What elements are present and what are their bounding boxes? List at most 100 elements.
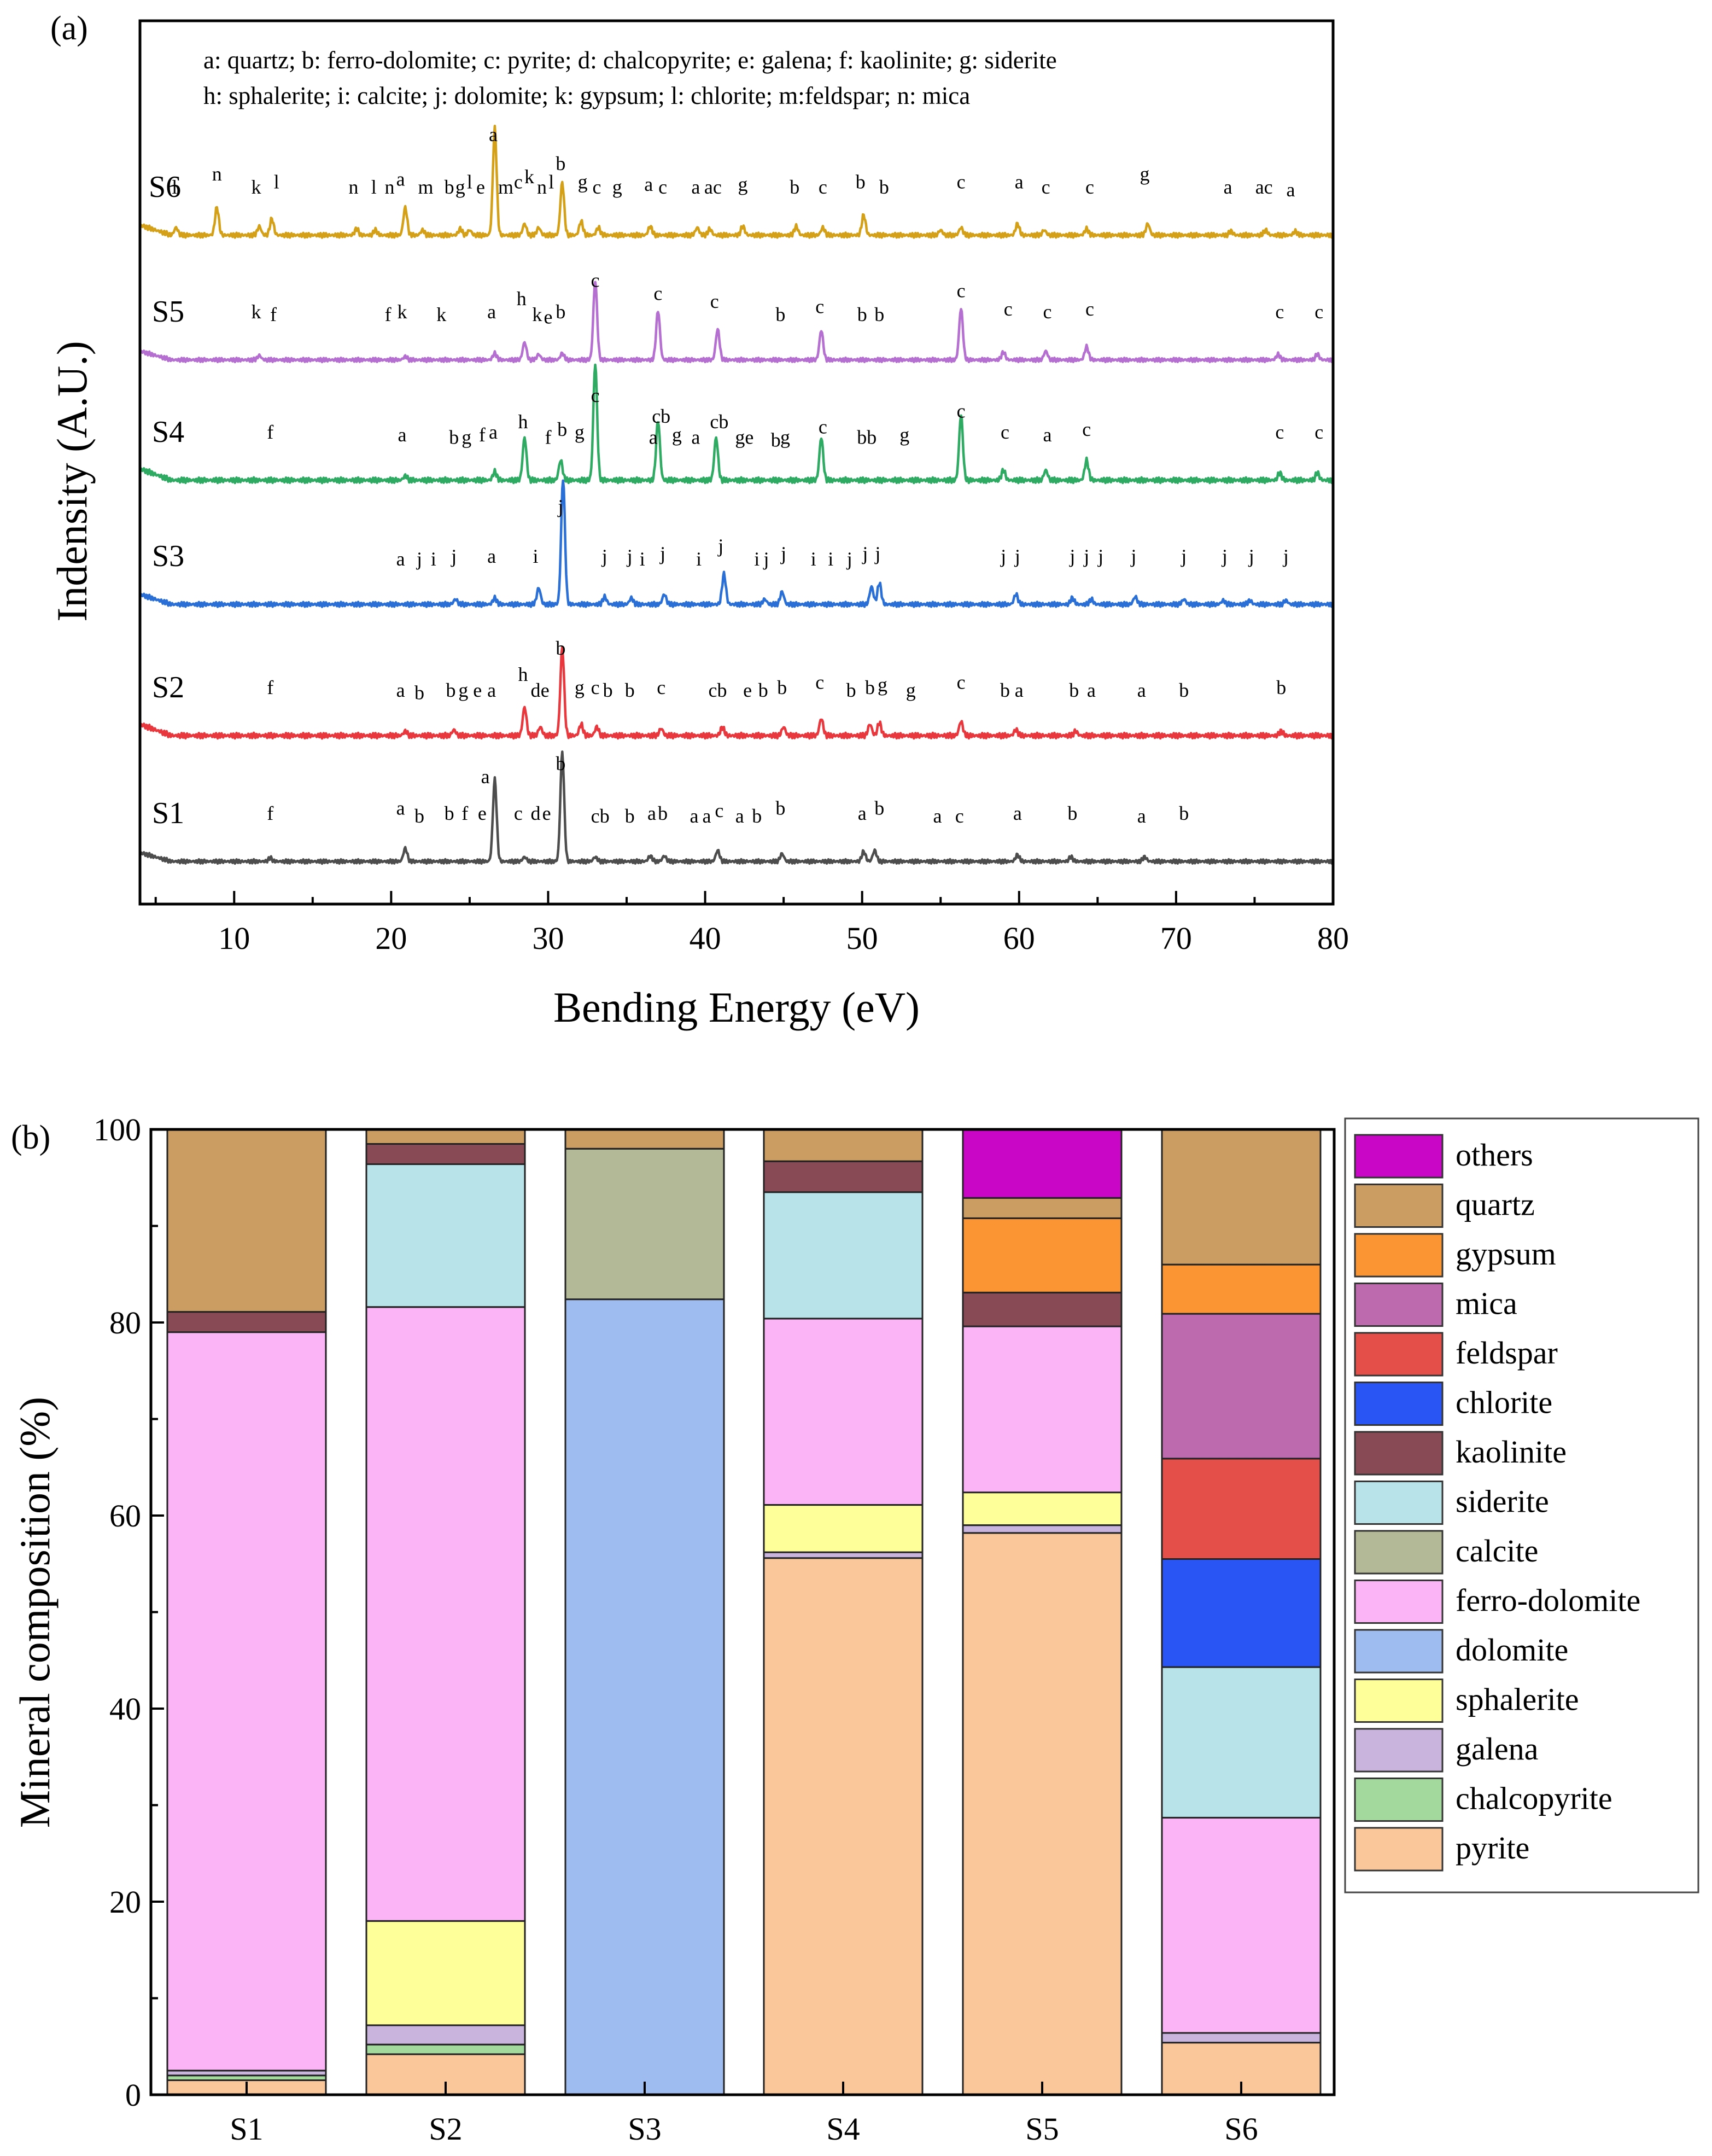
peak-label: a: [1087, 679, 1096, 701]
peak-label: f: [479, 424, 486, 446]
peak-label: j: [1221, 545, 1228, 567]
x-tick-label: S2: [429, 2111, 462, 2147]
x-tick-label: S4: [826, 2111, 860, 2147]
bar-segment-s4-ferro-dolomite: [763, 1318, 924, 1506]
peak-label: a: [858, 802, 867, 824]
peak-label: c: [1085, 176, 1094, 198]
peak-label: a: [1224, 176, 1232, 198]
bar-segment-s2-sphalerite: [365, 1920, 526, 2026]
peak-label: g: [575, 421, 585, 443]
peak-label: a: [1043, 424, 1052, 446]
bar-segment-s2-chalcopyrite: [365, 2043, 526, 2055]
peak-label: b: [775, 797, 785, 819]
peak-label: e: [473, 679, 482, 701]
peak-label: b: [556, 153, 565, 174]
peak-label: c: [1004, 298, 1013, 320]
y-tick-label: 60: [109, 1498, 141, 1534]
peak-label: b: [771, 429, 781, 451]
legend-label-sphalerite: sphalerite: [1456, 1682, 1579, 1717]
series-label-s3: S3: [152, 539, 184, 573]
peak-label: c: [514, 802, 523, 824]
peak-label: a: [691, 176, 700, 198]
peak-label: j: [861, 543, 868, 564]
peak-label: d: [531, 802, 541, 824]
bar-segment-s5-pyrite: [962, 1532, 1123, 2096]
peak-label: g: [1140, 163, 1150, 185]
series-label-s6: S6: [149, 170, 181, 204]
peak-label: c: [957, 671, 966, 693]
peak-label: c: [658, 176, 667, 198]
legend-swatch-dolomite: [1354, 1629, 1444, 1674]
peak-label: n: [385, 176, 395, 198]
peak-label: b: [1276, 677, 1286, 698]
xrd-x-axis-title: Bending Energy (eV): [553, 983, 920, 1031]
peak-label: h: [518, 663, 528, 685]
peak-label: c: [1085, 298, 1094, 320]
peak-label: a: [1015, 171, 1024, 193]
x-tick-label: 70: [1160, 920, 1192, 956]
bar-segment-s3-dolomite: [564, 1298, 725, 2096]
legend-swatch-siderite: [1354, 1481, 1444, 1525]
peak-label: a: [647, 802, 656, 824]
peak-label: b: [790, 176, 799, 198]
legend-label-siderite: siderite: [1456, 1484, 1549, 1519]
peak-label: f: [267, 421, 273, 443]
xrd-y-axis-title: Indensity (A.U.): [48, 341, 96, 621]
peak-label: b: [856, 171, 866, 193]
peak-label: h: [518, 411, 528, 433]
peak-label: f: [461, 802, 468, 824]
peak-label: c: [591, 269, 600, 291]
peak-label: a: [1137, 679, 1146, 701]
y-tick-label: 20: [109, 1884, 141, 1920]
bar-segment-s6-chlorite: [1161, 1558, 1322, 1668]
bar-segment-s5-sphalerite: [962, 1491, 1123, 1526]
peak-label: k: [532, 304, 542, 325]
peak-label: c: [715, 800, 723, 821]
peak-label: g: [899, 424, 909, 446]
bar-segment-s6-galena: [1161, 2032, 1322, 2044]
peak-label: b: [775, 304, 785, 325]
peak-label: l: [172, 176, 177, 198]
peak-label: b: [874, 797, 884, 819]
peak-label: a: [398, 424, 407, 446]
panel-a-label: (a): [50, 10, 88, 47]
legend-swatch-chalcopyrite: [1354, 1778, 1444, 1822]
legend-swatch-kaolinite: [1354, 1431, 1444, 1476]
peak-label: e: [476, 176, 485, 198]
peak-label: b: [1000, 679, 1010, 701]
peak-label: cb: [710, 411, 728, 433]
peak-label: c: [657, 677, 665, 698]
peak-label: n: [537, 176, 547, 198]
peak-label: j: [1248, 545, 1254, 567]
peak-label: a: [396, 797, 405, 819]
peak-label: k: [436, 304, 446, 325]
y-tick-label: 40: [109, 1691, 141, 1727]
peak-label: c: [1314, 301, 1323, 323]
peak-label: c: [514, 171, 523, 193]
x-tick-label: S3: [628, 2111, 661, 2147]
peak-label: a: [1137, 805, 1146, 827]
composition-bars: [166, 1128, 1322, 2096]
peak-label: j: [450, 545, 457, 567]
bar-y-axis-title: Mineral composition (%): [11, 1397, 59, 1828]
peak-label: j: [846, 548, 852, 570]
peak-label: j: [874, 543, 880, 564]
peak-label: l: [467, 171, 472, 193]
bar-plot-frame: [149, 1128, 1336, 2096]
peak-label: m: [498, 176, 513, 198]
bar-segment-s6-feldspar: [1161, 1458, 1322, 1560]
peak-label: c: [1314, 421, 1323, 443]
peak-label: g: [455, 176, 465, 198]
peak-label: i: [431, 548, 436, 570]
peak-label: b: [414, 682, 424, 704]
peak-label: b: [857, 304, 867, 325]
peak-label: j: [717, 535, 723, 557]
bar-segment-s3-calcite: [564, 1147, 725, 1301]
legend-label-galena: galena: [1456, 1731, 1538, 1767]
peak-label: a: [1015, 679, 1024, 701]
peak-label: a: [1287, 179, 1295, 201]
x-tick-label: S6: [1224, 2111, 1258, 2147]
peak-label: a: [396, 168, 405, 190]
peak-label: cb: [709, 679, 727, 701]
peak-label: c: [591, 677, 600, 698]
